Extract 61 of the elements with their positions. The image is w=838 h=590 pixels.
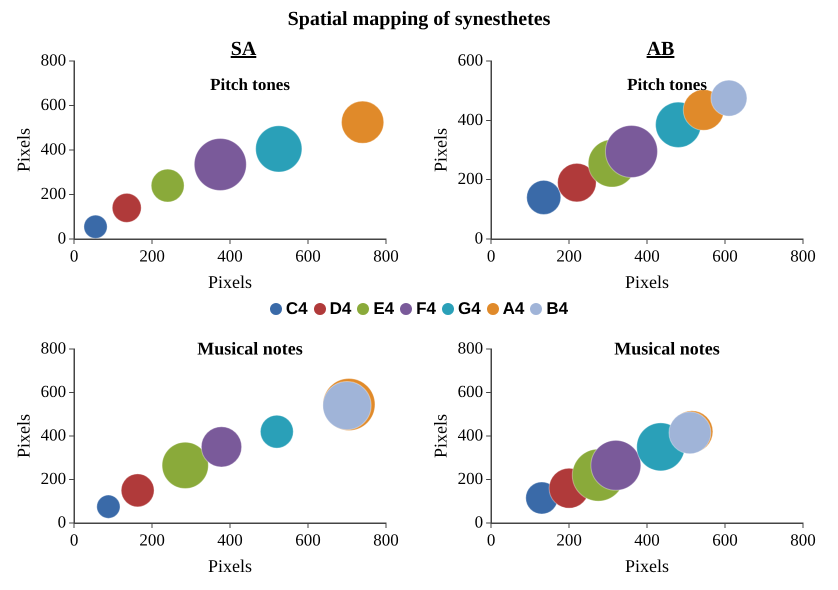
x-tick-label: 400 [217,530,243,550]
y-axis-title: Pixels [430,414,451,458]
x-tick-label: 0 [70,246,78,266]
x-tick-label: 400 [634,530,660,550]
y-tick-label: 0 [474,512,484,532]
legend-label: D4 [330,299,352,319]
x-tick-label: 600 [295,530,321,550]
legend-label: G4 [458,299,481,319]
x-axis-title: Pixels [208,556,252,576]
chart-title: Musical notes [197,338,303,359]
chart-title: Musical notes [614,338,720,359]
x-tick-label: 0 [486,246,496,266]
y-tick-label: 200 [458,169,484,188]
y-tick-label: 600 [458,50,484,70]
y-tick-label: 800 [458,338,484,358]
x-axis-title: Pixels [625,556,670,576]
y-tick-label: 200 [40,468,66,488]
legend-label: A4 [502,299,524,319]
x-tick-label: 800 [790,530,816,550]
y-tick-label: 400 [458,110,484,129]
x-tick-label: 800 [790,246,816,266]
y-tick-label: 0 [474,228,484,248]
legend-label: F4 [416,299,436,319]
chart-title: SA [230,38,256,60]
x-tick-label: 600 [712,530,738,550]
x-tick-label: 200 [556,530,582,550]
y-tick-label: 400 [40,425,66,444]
y-tick-label: 600 [458,382,484,401]
x-tick-label: 200 [139,530,165,550]
x-axis-title: Pixels [625,272,670,292]
legend-label: B4 [546,299,568,319]
y-tick-label: 200 [458,468,484,488]
y-tick-label: 600 [40,94,66,114]
x-tick-label: 800 [373,246,399,266]
text: Spatial mapping of synesthetes [286,8,552,32]
y-tick-label: 0 [58,228,66,248]
x-tick-label: 200 [556,246,582,266]
text: Pitch tones [210,74,290,94]
x-tick-label: 600 [712,246,738,266]
x-tick-label: 400 [634,246,660,266]
x-tick-label: 0 [486,530,496,550]
y-tick-label: 0 [58,512,66,532]
y-tick-label: 200 [40,184,66,203]
y-tick-label: 800 [40,338,66,358]
y-tick-label: 400 [40,139,66,158]
y-tick-label: 400 [458,425,484,444]
y-tick-label: 800 [40,50,66,70]
x-tick-label: 200 [139,246,165,266]
x-tick-label: 600 [295,246,321,266]
y-tick-label: 600 [40,382,66,401]
legend-label: C4 [286,299,308,319]
x-axis-title: Pixels [208,272,252,292]
x-tick-label: 800 [373,530,399,550]
text: Pitch tones [627,74,708,94]
y-axis-title: Pixels [14,128,34,172]
x-tick-label: 400 [217,246,243,266]
legend-label: E4 [373,299,394,319]
x-tick-label: 0 [70,530,78,550]
y-axis-title: Pixels [430,128,451,172]
y-axis-title: Pixels [14,414,34,458]
chart-title: AB [646,38,674,60]
